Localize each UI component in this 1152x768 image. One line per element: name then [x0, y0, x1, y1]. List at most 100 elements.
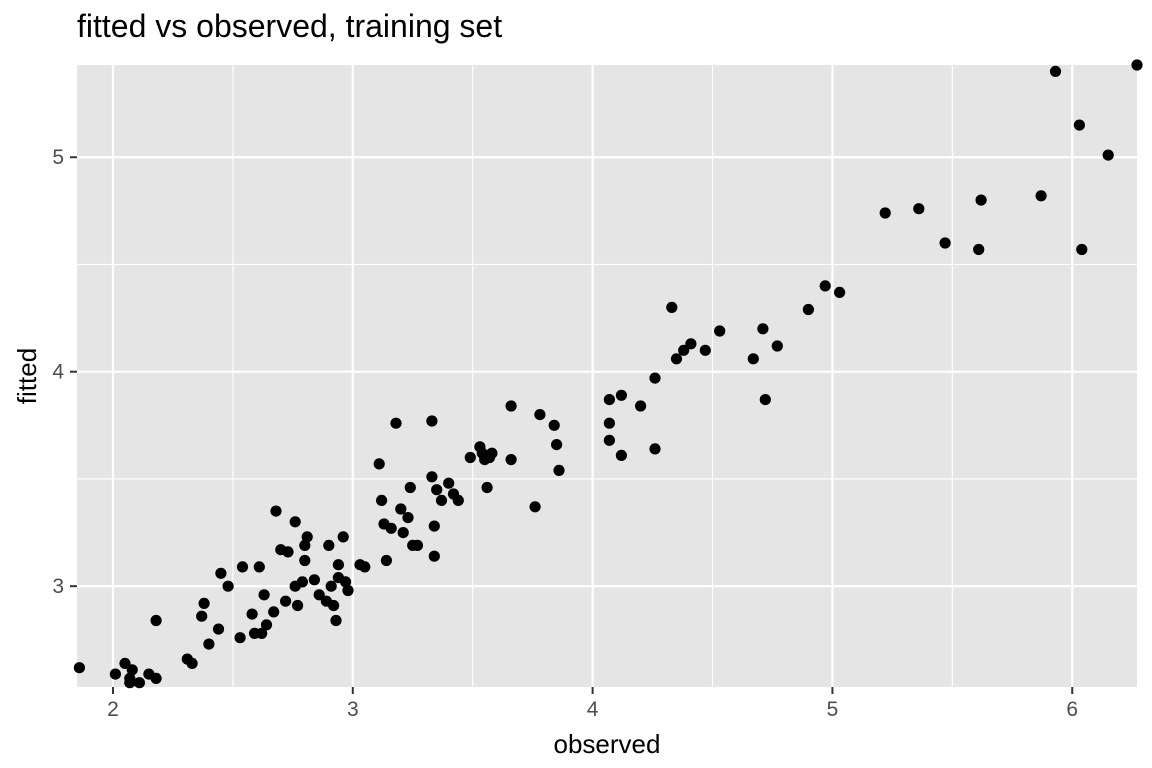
minor-gridlines: [77, 65, 1137, 687]
data-point: [426, 415, 438, 427]
data-point: [385, 522, 397, 534]
data-point: [150, 614, 162, 627]
data-point: [292, 599, 304, 612]
data-point: [975, 194, 987, 206]
data-point: [332, 559, 344, 571]
data-point: [395, 503, 407, 515]
data-point: [299, 539, 311, 552]
major-gridlines: [77, 65, 1137, 687]
data-point: [268, 606, 280, 618]
data-point: [426, 471, 438, 483]
x-tick-label: 5: [827, 698, 839, 721]
data-point: [246, 608, 258, 620]
data-point: [196, 610, 208, 622]
data-point: [771, 340, 783, 352]
x-tick-label: 4: [587, 698, 599, 721]
data-points: [73, 59, 1143, 689]
data-point: [1076, 243, 1088, 256]
y-tick-label: 4: [52, 361, 64, 384]
data-point: [834, 286, 846, 298]
data-point: [431, 484, 443, 496]
data-point: [402, 511, 414, 524]
data-point: [1073, 119, 1085, 131]
data-point: [551, 439, 563, 451]
data-point: [380, 554, 392, 567]
data-point: [615, 449, 628, 461]
data-point: [133, 677, 145, 689]
data-point: [376, 494, 388, 506]
data-point: [1049, 65, 1062, 77]
data-point: [323, 539, 335, 552]
data-point: [603, 417, 616, 429]
data-point: [553, 464, 565, 476]
data-point: [802, 303, 815, 316]
data-point: [603, 434, 616, 446]
data-point: [973, 243, 985, 256]
data-point: [435, 494, 448, 506]
x-tick-label: 3: [347, 698, 359, 721]
data-point: [819, 280, 831, 292]
data-point: [529, 501, 541, 513]
data-point: [236, 561, 249, 573]
data-point: [289, 516, 301, 528]
data-point: [666, 301, 678, 313]
y-axis-title: fitted: [12, 348, 42, 404]
data-point: [486, 447, 498, 459]
data-point: [340, 576, 352, 588]
x-axis-title: observed: [554, 729, 661, 759]
chart-title: fitted vs observed, training set: [77, 8, 503, 44]
data-point: [481, 481, 493, 494]
data-point: [404, 481, 416, 494]
data-point: [328, 599, 340, 612]
y-tick-label: 5: [52, 146, 64, 169]
data-point: [282, 546, 294, 558]
data-point: [1035, 190, 1047, 202]
data-point: [428, 550, 440, 562]
data-point: [390, 417, 402, 429]
data-point: [699, 344, 711, 356]
data-point: [337, 531, 349, 543]
data-point: [428, 520, 440, 532]
data-point: [119, 657, 131, 670]
data-point: [452, 494, 464, 506]
data-point: [198, 597, 210, 610]
x-tick-label: 2: [107, 698, 119, 721]
data-point: [126, 664, 138, 676]
data-point: [325, 580, 337, 592]
plot-panel: [77, 65, 1137, 687]
data-point: [301, 531, 313, 543]
data-point: [296, 576, 308, 588]
data-point: [280, 595, 292, 607]
y-axis: 3 4 5: [52, 146, 77, 598]
data-point: [1102, 149, 1114, 161]
data-point: [308, 574, 320, 586]
data-point: [757, 323, 769, 335]
data-point: [124, 677, 136, 689]
data-point: [260, 619, 273, 631]
data-point: [215, 567, 227, 579]
data-point: [464, 451, 476, 464]
data-point: [150, 672, 162, 685]
data-point: [505, 454, 517, 466]
y-tick-label: 3: [52, 575, 64, 598]
data-point: [759, 394, 771, 406]
data-point: [373, 458, 385, 470]
data-point: [649, 372, 661, 384]
data-point: [615, 389, 628, 401]
data-point: [603, 394, 616, 406]
data-point: [548, 419, 560, 431]
data-point: [747, 353, 759, 365]
data-point: [649, 443, 661, 455]
data-point: [222, 580, 234, 592]
data-point: [635, 400, 647, 412]
data-point: [342, 584, 354, 597]
data-point: [270, 505, 282, 517]
data-point: [1131, 59, 1143, 71]
data-point: [330, 614, 342, 627]
data-point: [186, 657, 198, 670]
data-point: [505, 400, 517, 412]
data-point: [359, 561, 371, 573]
data-point: [253, 561, 265, 573]
data-point: [670, 353, 683, 365]
data-point: [109, 668, 121, 680]
